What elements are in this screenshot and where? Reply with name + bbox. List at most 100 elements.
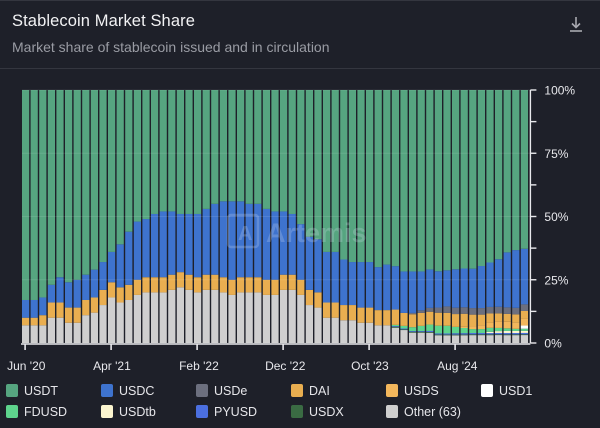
bar-stack[interactable]: [374, 90, 382, 343]
bar-stack[interactable]: [82, 90, 90, 343]
bar-segment-usdc[interactable]: [116, 244, 124, 288]
bar-stack[interactable]: [211, 90, 219, 343]
bar-segment-dai[interactable]: [288, 274, 296, 290]
bar-stack[interactable]: [219, 90, 227, 343]
bar-stack[interactable]: [383, 90, 391, 343]
bar-segment-usdt[interactable]: [90, 90, 98, 270]
bar-segment-other-63[interactable]: [391, 327, 399, 343]
bar-segment-pyusd[interactable]: [520, 332, 528, 335]
bar-segment-dai[interactable]: [142, 277, 150, 293]
bar-stack[interactable]: [443, 90, 451, 343]
bar-segment-usdt[interactable]: [340, 90, 348, 260]
bar-segment-dai[interactable]: [151, 277, 159, 293]
bar-segment-dai[interactable]: [254, 277, 262, 293]
bar-segment-usdt[interactable]: [288, 90, 296, 214]
bar-stack[interactable]: [280, 90, 288, 343]
bar-segment-other-63[interactable]: [73, 322, 81, 343]
bar-stack[interactable]: [486, 90, 494, 343]
bar-segment-usde[interactable]: [409, 312, 417, 315]
bar-stack[interactable]: [305, 90, 313, 343]
bar-segment-other-63[interactable]: [47, 317, 55, 343]
bar-segment-usdc[interactable]: [82, 274, 90, 300]
bar-segment-dai[interactable]: [357, 307, 365, 323]
bar-segment-other-63[interactable]: [477, 335, 485, 343]
bar-segment-dai[interactable]: [434, 312, 442, 326]
bar-segment-dai[interactable]: [237, 277, 245, 293]
bar-segment-other-63[interactable]: [194, 292, 202, 343]
bar-segment-usdc[interactable]: [254, 203, 262, 278]
bar-segment-other-63[interactable]: [133, 294, 141, 343]
bar-segment-dai[interactable]: [159, 277, 167, 293]
bar-stack[interactable]: [237, 90, 245, 343]
bar-segment-dai[interactable]: [374, 310, 382, 326]
bar-segment-dai[interactable]: [185, 274, 193, 290]
bar-segment-dai[interactable]: [280, 274, 288, 290]
bar-segment-usdt[interactable]: [305, 90, 313, 237]
bar-segment-usdt[interactable]: [30, 90, 38, 300]
bar-segment-pyusd[interactable]: [503, 333, 511, 335]
bar-segment-usdc[interactable]: [99, 262, 107, 290]
bar-segment-usdc[interactable]: [477, 266, 485, 309]
bar-stack[interactable]: [168, 90, 176, 343]
bar-segment-other-63[interactable]: [22, 325, 30, 343]
bar-stack[interactable]: [254, 90, 262, 343]
bar-segment-dai[interactable]: [297, 279, 305, 295]
bar-segment-usdt[interactable]: [228, 90, 236, 202]
bar-segment-usdt[interactable]: [271, 90, 279, 212]
legend-item-usdc[interactable]: USDC: [101, 382, 196, 399]
bar-segment-other-63[interactable]: [90, 312, 98, 343]
bar-segment-usdc[interactable]: [409, 271, 417, 313]
bar-segment-usdt[interactable]: [108, 90, 116, 252]
bar-stack[interactable]: [159, 90, 167, 343]
bar-segment-fdusd[interactable]: [477, 329, 485, 334]
bar-segment-other-63[interactable]: [426, 332, 434, 343]
bar-segment-dai[interactable]: [82, 299, 90, 316]
bar-segment-other-63[interactable]: [159, 292, 167, 343]
bar-segment-dai[interactable]: [391, 309, 399, 325]
bar-segment-pyusd[interactable]: [495, 332, 503, 335]
bar-segment-usdt[interactable]: [39, 90, 47, 298]
bar-segment-fdusd[interactable]: [443, 325, 451, 334]
bar-segment-usdt[interactable]: [348, 90, 356, 263]
bar-segment-usdx[interactable]: [503, 334, 511, 336]
bar-segment-other-63[interactable]: [348, 320, 356, 343]
bar-segment-other-63[interactable]: [520, 335, 528, 343]
bar-segment-usds[interactable]: [495, 321, 503, 328]
bar-segment-other-63[interactable]: [99, 305, 107, 343]
bar-segment-dai[interactable]: [443, 312, 451, 326]
bar-segment-usdc[interactable]: [486, 262, 494, 307]
bar-segment-dai[interactable]: [520, 310, 528, 319]
bar-segment-usdc[interactable]: [469, 268, 477, 309]
bar-segment-pyusd[interactable]: [443, 333, 451, 335]
bar-segment-usdt[interactable]: [185, 90, 193, 214]
bar-segment-usdc[interactable]: [39, 297, 47, 316]
bar-segment-other-63[interactable]: [65, 322, 73, 343]
bar-segment-usdt[interactable]: [323, 90, 331, 252]
bar-segment-usdt[interactable]: [159, 90, 167, 212]
bar-segment-dai[interactable]: [271, 279, 279, 295]
bar-segment-usdt[interactable]: [219, 90, 227, 202]
bar-segment-fdusd[interactable]: [495, 327, 503, 332]
download-button[interactable]: [566, 14, 586, 34]
bar-segment-usdt[interactable]: [168, 90, 176, 212]
bar-segment-usdc[interactable]: [47, 284, 55, 303]
bar-segment-usdt[interactable]: [56, 90, 64, 278]
bar-stack[interactable]: [366, 90, 374, 343]
bar-segment-fdusd[interactable]: [409, 327, 417, 332]
bar-segment-other-63[interactable]: [366, 322, 374, 343]
bar-segment-usdtb[interactable]: [486, 331, 494, 334]
bar-segment-usdt[interactable]: [486, 90, 494, 263]
bar-segment-usds[interactable]: [512, 322, 520, 329]
bar-segment-other-63[interactable]: [108, 297, 116, 343]
bar-segment-usdc[interactable]: [159, 211, 167, 278]
bar-segment-usdc[interactable]: [108, 251, 116, 283]
bar-stack[interactable]: [271, 90, 279, 343]
bar-segment-usdt[interactable]: [297, 90, 305, 225]
bar-stack[interactable]: [417, 90, 425, 343]
bar-segment-usdc[interactable]: [383, 264, 391, 311]
bar-segment-usde[interactable]: [520, 304, 528, 311]
bar-segment-usdc[interactable]: [176, 213, 184, 273]
bar-segment-usde[interactable]: [460, 307, 468, 314]
bar-stack[interactable]: [434, 90, 442, 343]
bar-segment-dai[interactable]: [116, 287, 124, 303]
